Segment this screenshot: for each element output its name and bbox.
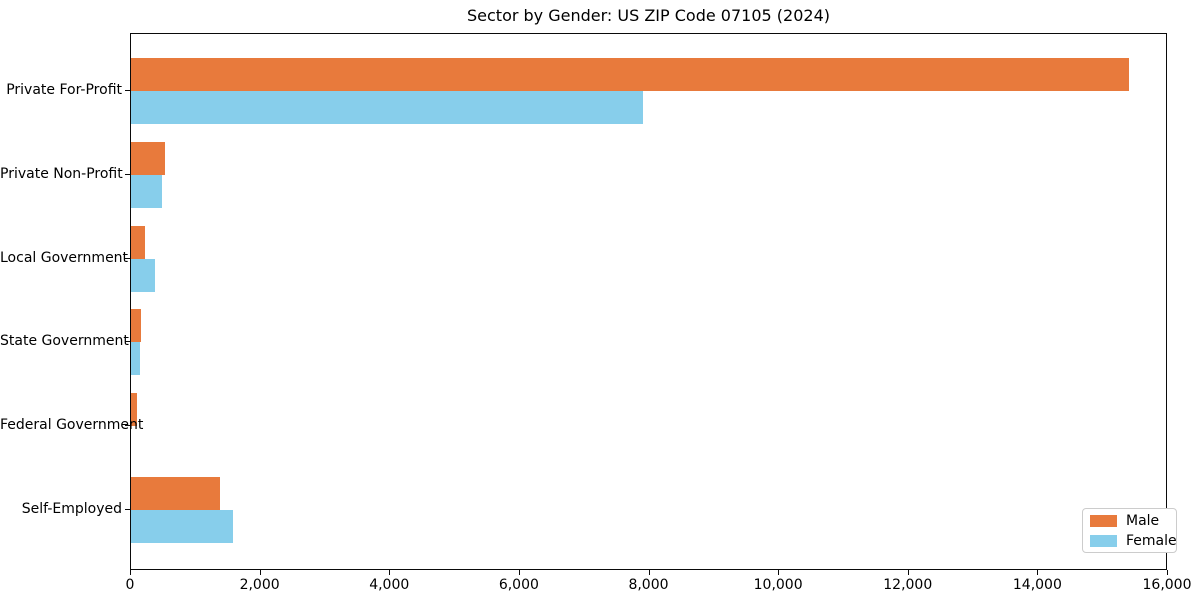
- x-tick-label: 8,000: [628, 577, 669, 593]
- x-tick-mark: [1037, 570, 1039, 575]
- y-tick-mark: [125, 341, 130, 343]
- x-tick-mark: [1167, 570, 1168, 575]
- x-tick-label: 10,000: [753, 577, 803, 593]
- legend-row: Female: [1090, 534, 1177, 548]
- male-legend-swatch: [1090, 514, 1117, 527]
- y-tick-label: Self-Employed: [21, 501, 122, 517]
- x-tick-mark: [648, 570, 650, 575]
- x-tick-label: 2,000: [239, 577, 280, 593]
- y-tick-label: State Government: [0, 333, 129, 350]
- female-bar: [131, 510, 233, 543]
- plot-area: [130, 33, 1167, 570]
- x-tick-mark: [907, 570, 909, 575]
- legend-label: Female: [1126, 532, 1177, 549]
- y-tick-label: Local Government: [0, 249, 129, 266]
- y-tick-label: Federal Government: [0, 417, 144, 434]
- x-tick-mark: [778, 570, 780, 575]
- y-tick-mark: [125, 509, 130, 510]
- y-tick-mark: [125, 173, 130, 175]
- y-tick-label: Private For-Profit: [6, 82, 122, 98]
- y-tick-mark: [125, 257, 130, 259]
- female-bar: [131, 342, 140, 376]
- legend: Male Female: [1082, 508, 1177, 553]
- x-tick-label: 16,000: [1142, 577, 1192, 593]
- y-tick-mark: [125, 425, 130, 427]
- x-tick-label: 6,000: [498, 577, 539, 593]
- x-tick-mark: [130, 570, 131, 575]
- legend-row: Male: [1090, 514, 1169, 528]
- male-bar: [131, 58, 1129, 91]
- x-tick-label: 4,000: [369, 577, 410, 593]
- female-bar: [131, 258, 155, 292]
- legend-label: Male: [1126, 512, 1160, 529]
- x-tick-label: 0: [125, 577, 135, 593]
- female-bar: [131, 91, 643, 124]
- male-bar: [131, 309, 141, 343]
- x-tick-label: 14,000: [1012, 577, 1062, 593]
- male-bar: [131, 225, 145, 259]
- x-tick-mark: [259, 570, 261, 575]
- x-tick-mark: [389, 570, 391, 575]
- female-bar: [131, 174, 162, 208]
- y-tick-mark: [125, 90, 130, 91]
- x-tick-label: 12,000: [883, 577, 933, 593]
- male-bar: [131, 141, 165, 175]
- female-legend-swatch: [1090, 534, 1117, 547]
- male-bar: [131, 393, 137, 427]
- y-tick-label: Private Non-Profit: [0, 165, 123, 182]
- male-bar: [131, 477, 220, 510]
- x-tick-mark: [518, 570, 520, 575]
- chart-title: Sector by Gender: US ZIP Code 07105 (202…: [467, 6, 830, 25]
